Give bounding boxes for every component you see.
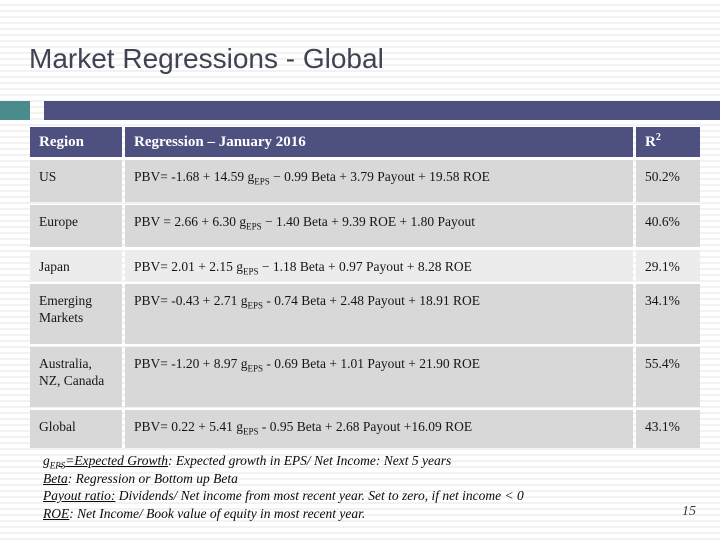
footnote-term: Beta bbox=[43, 471, 68, 486]
regression-equation-cell: PBV= 2.01 + 2.15 gEPS − 1.18 Beta + 0.97… bbox=[125, 250, 633, 281]
equation-post: - 0.95 Beta + 2.68 Payout +16.09 ROE bbox=[258, 419, 473, 434]
slide-title: Market Regressions - Global bbox=[29, 43, 384, 74]
footnote-term: gEPS=Expected Growth bbox=[43, 453, 168, 471]
r-squared-cell: 40.6% bbox=[636, 205, 700, 247]
region-cell: Emerging Markets bbox=[30, 284, 122, 344]
eps-subscript: EPS bbox=[243, 426, 259, 437]
equation-pre: PBV= 0.22 + 5.41 g bbox=[134, 419, 243, 434]
region-cell: Japan bbox=[30, 250, 122, 281]
page-number: 15 bbox=[682, 504, 696, 519]
footnote-payout-ratio: Payout ratio: Dividends/ Net income from… bbox=[43, 487, 663, 505]
accent-teal-square bbox=[0, 101, 30, 120]
table-row-global: Global PBV= 0.22 + 5.41 gEPS - 0.95 Beta… bbox=[30, 410, 700, 448]
eps-subscript: EPS bbox=[247, 363, 263, 374]
footnote-term-pre: Beta bbox=[43, 470, 68, 486]
regression-equation-cell: PBV= -1.68 + 14.59 gEPS − 0.99 Beta + 3.… bbox=[125, 160, 633, 202]
footnote-term-pre: ROE bbox=[43, 505, 70, 521]
equation-pre: PBV= -0.43 + 2.71 g bbox=[134, 293, 248, 308]
footnote-definition: : Expected growth in EPS/ Net Income: Ne… bbox=[167, 453, 452, 468]
eps-subscript: EPS bbox=[247, 300, 263, 311]
regression-equation-cell: PBV = 2.66 + 6.30 gEPS − 1.40 Beta + 9.3… bbox=[125, 205, 633, 247]
footnote-definition: : Net Income/ Book value of equity in mo… bbox=[69, 505, 366, 521]
column-header-regression: Regression – January 2016 bbox=[125, 127, 633, 157]
eps-subscript: EPS bbox=[49, 460, 66, 471]
accent-purple-bar bbox=[44, 101, 720, 120]
region-cell: Australia, NZ, Canada bbox=[30, 347, 122, 407]
footnotes-block: gEPS=Expected Growth: Expected growth in… bbox=[43, 452, 663, 522]
eps-subscript: EPS bbox=[254, 176, 270, 187]
region-cell: US bbox=[30, 160, 122, 202]
footnote-term-post: =Expected Growth bbox=[65, 453, 168, 468]
table-row-us: US PBV= -1.68 + 14.59 gEPS − 0.99 Beta +… bbox=[30, 160, 700, 202]
r-squared-base: R bbox=[645, 133, 656, 150]
footnote-definition: Dividends/ Net income from most recent y… bbox=[115, 488, 524, 503]
equation-post: − 0.99 Beta + 3.79 Payout + 19.58 ROE bbox=[269, 169, 490, 184]
equation-post: − 1.40 Beta + 9.39 ROE + 1.80 Payout bbox=[261, 214, 475, 229]
table-row-emerging-markets: Emerging Markets PBV= -0.43 + 2.71 gEPS … bbox=[30, 284, 700, 344]
r-squared-cell: 43.1% bbox=[636, 410, 700, 448]
r-squared-cell: 55.4% bbox=[636, 347, 700, 407]
table-row-europe: Europe PBV = 2.66 + 6.30 gEPS − 1.40 Bet… bbox=[30, 205, 700, 247]
r-squared-exponent: 2 bbox=[655, 131, 661, 143]
r-squared-cell: 29.1% bbox=[636, 250, 700, 281]
equation-pre: PBV = 2.66 + 6.30 g bbox=[134, 214, 247, 229]
column-header-r-squared: R2 bbox=[636, 127, 700, 157]
r-squared-cell: 50.2% bbox=[636, 160, 700, 202]
footnote-term-pre: g bbox=[43, 453, 50, 468]
table-row-australia-nz-canada: Australia, NZ, Canada PBV= -1.20 + 8.97 … bbox=[30, 347, 700, 407]
footnote-definition: : Regression or Bottom up Beta bbox=[67, 470, 238, 486]
footnote-geps: gEPS=Expected Growth: Expected growth in… bbox=[43, 452, 663, 470]
regression-table: Region Regression – January 2016 R2 US P… bbox=[27, 124, 703, 451]
table-header-row: Region Regression – January 2016 R2 bbox=[30, 127, 700, 157]
equation-pre: PBV= -1.68 + 14.59 g bbox=[134, 169, 255, 184]
footnote-term: ROE bbox=[43, 506, 69, 521]
footnote-beta: Beta: Regression or Bottom up Beta bbox=[43, 470, 663, 488]
equation-post: - 0.74 Beta + 2.48 Payout + 18.91 ROE bbox=[263, 293, 480, 308]
r-squared-cell: 34.1% bbox=[636, 284, 700, 344]
region-cell: Global bbox=[30, 410, 122, 448]
eps-subscript: EPS bbox=[246, 221, 262, 232]
column-header-region: Region bbox=[30, 127, 122, 157]
footnote-term: Payout ratio: bbox=[43, 488, 115, 503]
table-row-japan: Japan PBV= 2.01 + 2.15 gEPS − 1.18 Beta … bbox=[30, 250, 700, 281]
equation-post: - 0.69 Beta + 1.01 Payout + 21.90 ROE bbox=[263, 356, 480, 371]
eps-subscript: EPS bbox=[243, 266, 259, 277]
regression-equation-cell: PBV= 0.22 + 5.41 gEPS - 0.95 Beta + 2.68… bbox=[125, 410, 633, 448]
region-cell: Europe bbox=[30, 205, 122, 247]
equation-post: − 1.18 Beta + 0.97 Payout + 8.28 ROE bbox=[258, 259, 472, 274]
equation-pre: PBV= 2.01 + 2.15 g bbox=[134, 259, 243, 274]
equation-pre: PBV= -1.20 + 8.97 g bbox=[134, 356, 248, 371]
regression-equation-cell: PBV= -0.43 + 2.71 gEPS - 0.74 Beta + 2.4… bbox=[125, 284, 633, 344]
footnote-term-pre: Payout ratio: bbox=[43, 488, 116, 503]
footnote-roe: ROE: Net Income/ Book value of equity in… bbox=[43, 505, 663, 523]
regression-equation-cell: PBV= -1.20 + 8.97 gEPS - 0.69 Beta + 1.0… bbox=[125, 347, 633, 407]
